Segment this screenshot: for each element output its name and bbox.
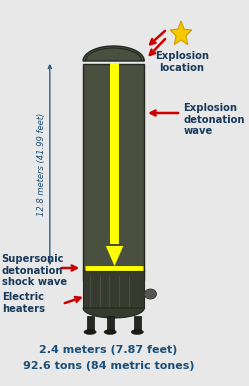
Ellipse shape	[84, 330, 96, 335]
Text: 12.8 meters (41.99 feet): 12.8 meters (41.99 feet)	[37, 113, 46, 216]
Text: Electric
heaters: Electric heaters	[2, 292, 45, 313]
Polygon shape	[170, 21, 192, 44]
Bar	[107, 316, 114, 332]
Text: Explosion
location: Explosion location	[155, 51, 209, 73]
Ellipse shape	[131, 330, 143, 335]
Polygon shape	[83, 46, 144, 61]
Text: Explosion
detonation
wave: Explosion detonation wave	[184, 103, 245, 136]
Text: 92.6 tons (84 metric tones): 92.6 tons (84 metric tones)	[23, 361, 194, 371]
Ellipse shape	[104, 330, 116, 335]
Bar	[83, 270, 144, 308]
Bar	[87, 316, 94, 332]
Polygon shape	[106, 246, 123, 266]
Bar	[134, 316, 141, 332]
Text: Supersonic
detonation
shock wave: Supersonic detonation shock wave	[2, 254, 67, 287]
Polygon shape	[83, 308, 144, 318]
Bar	[83, 64, 144, 280]
Ellipse shape	[144, 289, 157, 299]
Bar	[110, 63, 119, 244]
Text: 2.4 meters (7.87 feet): 2.4 meters (7.87 feet)	[39, 345, 178, 355]
